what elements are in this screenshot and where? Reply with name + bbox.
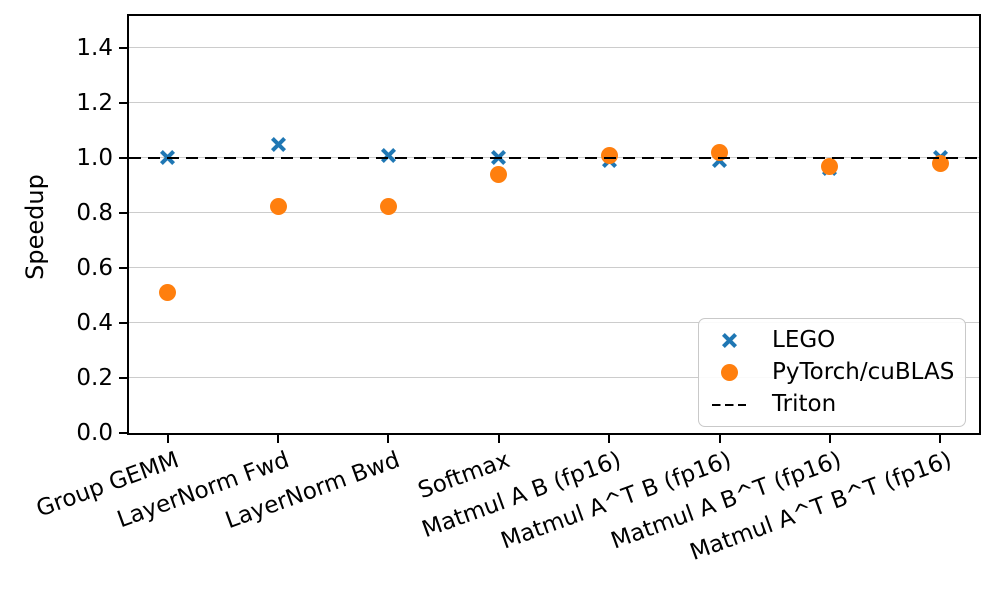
gridline-y-1.2 [129,102,979,104]
y-tick-label-0.8: 0.8 [76,199,113,226]
circle-marker-7 [931,154,949,172]
y-tick-label-0.6: 0.6 [76,254,113,281]
y-tick-0 [119,432,127,434]
circle-marker-6 [821,157,839,175]
gridline-y-0.6 [129,267,979,269]
circle-marker-icon [712,363,746,381]
circle-marker-4 [600,146,618,164]
y-tick-1.4 [119,46,127,49]
legend-label-triton: Triton [772,391,837,418]
x-marker-icon [712,332,746,349]
circle-marker-5 [711,143,729,161]
gridline-y-0.2 [129,377,979,379]
legend-label-pytorch: PyTorch/cuBLAS [772,358,955,385]
legend-row-lego: LEGO [699,326,965,353]
circle-marker-3 [490,165,508,183]
y-tick-0.8 [119,211,127,214]
circle-marker-1 [269,197,287,215]
y-tick-label-0.4: 0.4 [76,309,113,336]
y-tick-0.6 [119,266,127,269]
x-marker-1 [270,136,287,153]
x-tick-7 [939,435,942,443]
dashed-line-icon [712,403,746,407]
gridline-y-0.4 [129,322,979,324]
y-tick-0.2 [119,376,127,379]
y-tick-1.2 [119,101,127,104]
legend-label-lego: LEGO [772,326,836,353]
x-tick-0 [166,435,169,443]
x-tick-1 [277,435,280,443]
x-marker-2 [380,147,397,164]
legend-row-pytorch: PyTorch/cuBLAS [699,358,965,385]
x-tick-3 [497,435,500,443]
legend-row-triton: Triton [699,391,965,418]
gridline-y-1.4 [129,47,979,49]
y-tick-label-1.0: 1.0 [76,144,113,171]
plot-area [127,14,981,435]
y-tick-label-1.4: 1.4 [76,34,113,61]
gridline-y-0.8 [129,212,979,214]
y-tick-1 [119,156,127,159]
circle-marker-0 [159,284,177,302]
y-tick-label-0.0: 0.0 [76,420,113,446]
legend-box: LEGO PyTorch/cuBLAS Triton [698,318,966,427]
x-tick-2 [387,435,390,443]
x-tick-5 [718,435,721,443]
y-tick-label-1.2: 1.2 [76,89,113,116]
x-tick-6 [828,435,831,443]
y-tick-label-0.2: 0.2 [76,364,113,391]
x-tick-4 [608,435,611,443]
y-tick-0.4 [119,321,127,324]
reference-line-triton [129,156,979,160]
circle-marker-2 [379,197,397,215]
